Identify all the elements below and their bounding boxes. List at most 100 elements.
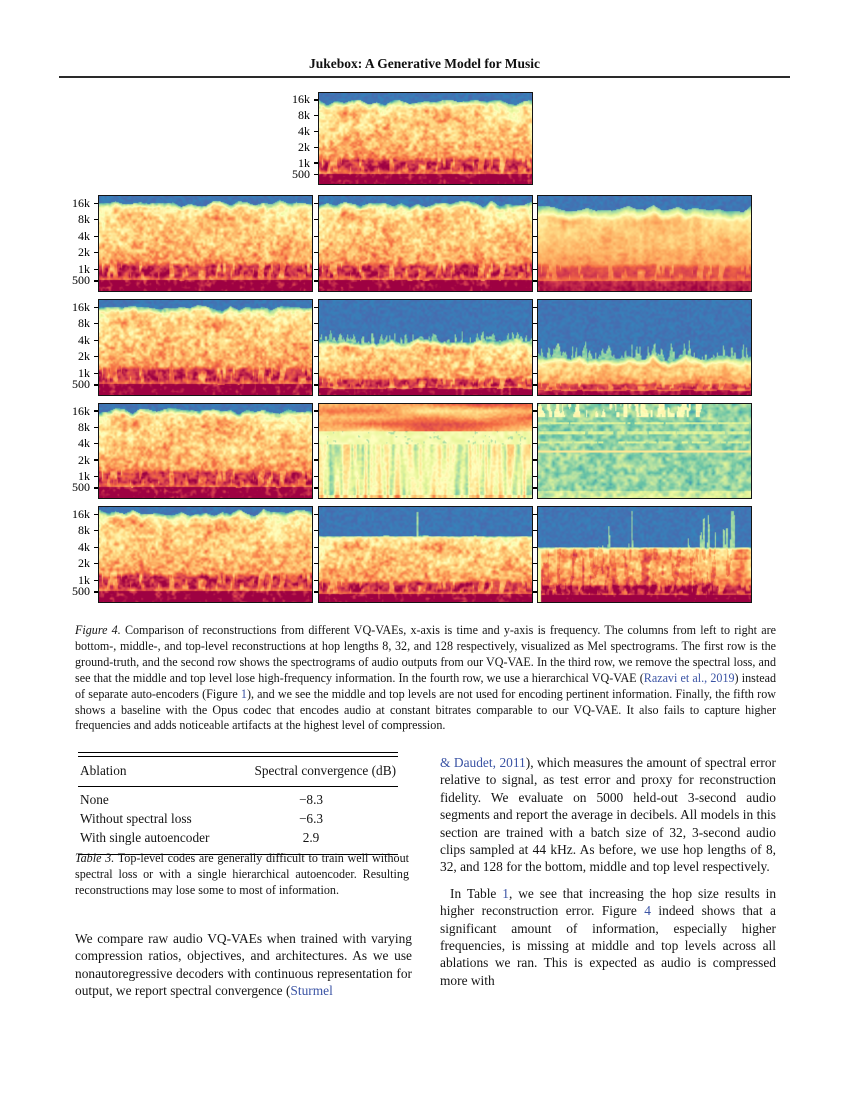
y-axis-tick-label: 1k	[78, 365, 90, 380]
y-axis-tick	[313, 487, 318, 489]
citation-link[interactable]: 1	[502, 885, 509, 901]
y-axis-tick-label: 4k	[78, 228, 90, 243]
y-axis-tick	[313, 339, 318, 341]
table-cell-value: 2.9	[302, 830, 320, 846]
table-cell-value: −6.3	[298, 811, 324, 827]
spectrogram-canvas-hierarchical-top-hop128	[538, 404, 751, 498]
y-axis-tick	[93, 443, 98, 445]
spectrogram-nospectral-bottom-hop8	[98, 299, 313, 396]
running-title: Jukebox: A Generative Model for Music	[308, 56, 541, 71]
spectrogram-canvas-opus-bottom	[99, 507, 312, 602]
y-axis-tick-label: 8k	[78, 523, 90, 538]
y-axis-tick	[93, 530, 98, 532]
y-axis-tick	[313, 459, 318, 461]
y-axis-tick	[313, 356, 318, 358]
y-axis-tick	[532, 268, 537, 270]
spectrogram-canvas-opus-top	[538, 507, 751, 602]
text-run: Top-level codes are generally difficult …	[75, 851, 410, 898]
y-axis-tick	[313, 280, 318, 282]
y-axis-tick	[313, 130, 318, 133]
y-axis-tick	[313, 579, 318, 581]
y-axis-tick	[532, 459, 537, 461]
spectrogram-canvas-nospectral-top-hop128	[538, 300, 751, 395]
y-axis-tick	[93, 513, 98, 515]
y-axis-tick	[93, 487, 98, 489]
y-axis-tick-label: 16k	[72, 403, 90, 418]
spectrogram-canvas-hierarchical-middle-hop32	[319, 404, 532, 498]
y-axis-tick	[93, 339, 98, 341]
table-top-rule-inner	[78, 755, 398, 758]
text-run: Comparison of reconstructions from diffe…	[75, 623, 777, 685]
y-axis-tick	[93, 475, 98, 478]
table-cell-ablation: None	[80, 792, 109, 808]
citation-link[interactable]: 4	[644, 903, 651, 919]
y-axis-tick	[313, 252, 318, 254]
y-axis-tick	[532, 546, 537, 548]
y-axis-tick-label: 2k	[78, 245, 90, 260]
spectrogram-canvas-opus-middle	[319, 507, 532, 602]
y-axis-tick	[313, 99, 318, 101]
y-axis-tick-label: 2k	[78, 556, 90, 571]
y-axis-tick	[532, 530, 537, 532]
y-axis-tick	[93, 546, 98, 548]
table-row: With single autoencoder 2.9	[78, 829, 398, 848]
y-axis-tick	[313, 513, 318, 515]
spectrogram-opus-bottom	[98, 506, 313, 603]
y-axis-tick	[313, 115, 318, 117]
y-axis-tick	[93, 372, 98, 374]
citation-link[interactable]: Razavi et al., 2019	[643, 670, 735, 685]
y-axis-tick	[313, 384, 318, 386]
y-axis-tick	[93, 323, 98, 325]
y-axis-tick	[532, 252, 537, 254]
y-axis-tick	[313, 563, 318, 565]
citation-link[interactable]: 1	[240, 686, 247, 701]
spectrogram-vqvae-middle-hop32	[318, 195, 533, 292]
y-axis-tick-label: 4k	[298, 124, 310, 139]
spectrogram-nospectral-top-hop128	[537, 299, 752, 396]
text-run: ) instead of separate auto-encoders (Fig…	[75, 670, 776, 701]
y-axis-tick	[532, 323, 537, 325]
y-axis-tick	[313, 591, 318, 593]
y-axis-tick	[532, 426, 537, 429]
y-axis-tick	[313, 372, 318, 374]
y-axis-tick-label: 2k	[78, 452, 90, 467]
y-axis-tick-label: 8k	[78, 419, 90, 434]
y-axis-tick-label: 500	[292, 166, 310, 181]
y-axis-tick	[93, 563, 98, 565]
y-axis-tick-label: 500	[72, 584, 90, 599]
table-caption: Table 3. Top-level codes are generally d…	[75, 850, 409, 899]
table-top-rule-outer	[78, 752, 398, 754]
y-axis-tick	[93, 235, 98, 237]
spectrogram-canvas-vqvae-bottom-hop8	[99, 196, 312, 291]
y-axis-tick	[93, 202, 98, 204]
y-axis-tick	[93, 579, 98, 581]
table-header-spectral-convergence: Spectral convergence (dB)	[254, 763, 396, 779]
spectrogram-opus-middle	[318, 506, 533, 603]
y-axis-tick-label: 2k	[78, 349, 90, 364]
y-axis-tick-label: 2k	[298, 139, 310, 154]
header-rule	[59, 76, 790, 78]
y-axis-tick	[532, 219, 537, 221]
y-axis-tick	[313, 323, 318, 325]
y-axis-tick-label: 16k	[72, 195, 90, 210]
table-cell-ablation: With single autoencoder	[80, 830, 210, 846]
y-axis-tick	[313, 146, 318, 149]
spectrogram-opus-top	[537, 506, 752, 603]
y-axis-tick	[313, 202, 318, 204]
spectrogram-hierarchical-top-hop128	[537, 403, 752, 499]
y-axis-tick	[532, 339, 537, 341]
spectrogram-canvas-hierarchical-bottom-hop8	[99, 404, 312, 498]
y-axis-tick-label: 4k	[78, 436, 90, 451]
spectrogram-canvas-vqvae-top-hop128	[538, 196, 751, 291]
y-axis-tick	[532, 475, 537, 478]
y-axis-tick	[313, 475, 318, 478]
citation-link[interactable]: & Daudet, 2011	[440, 755, 526, 770]
y-axis-tick	[93, 268, 98, 270]
y-axis-tick	[93, 356, 98, 358]
y-axis-tick	[313, 426, 318, 429]
y-axis-tick	[313, 306, 318, 308]
citation-link[interactable]: Sturmel	[290, 983, 333, 999]
text-run: , we see that increasing the hop size re…	[440, 885, 777, 919]
y-axis-tick-label: 1k	[78, 468, 90, 483]
table-row: None −8.3	[78, 790, 398, 809]
